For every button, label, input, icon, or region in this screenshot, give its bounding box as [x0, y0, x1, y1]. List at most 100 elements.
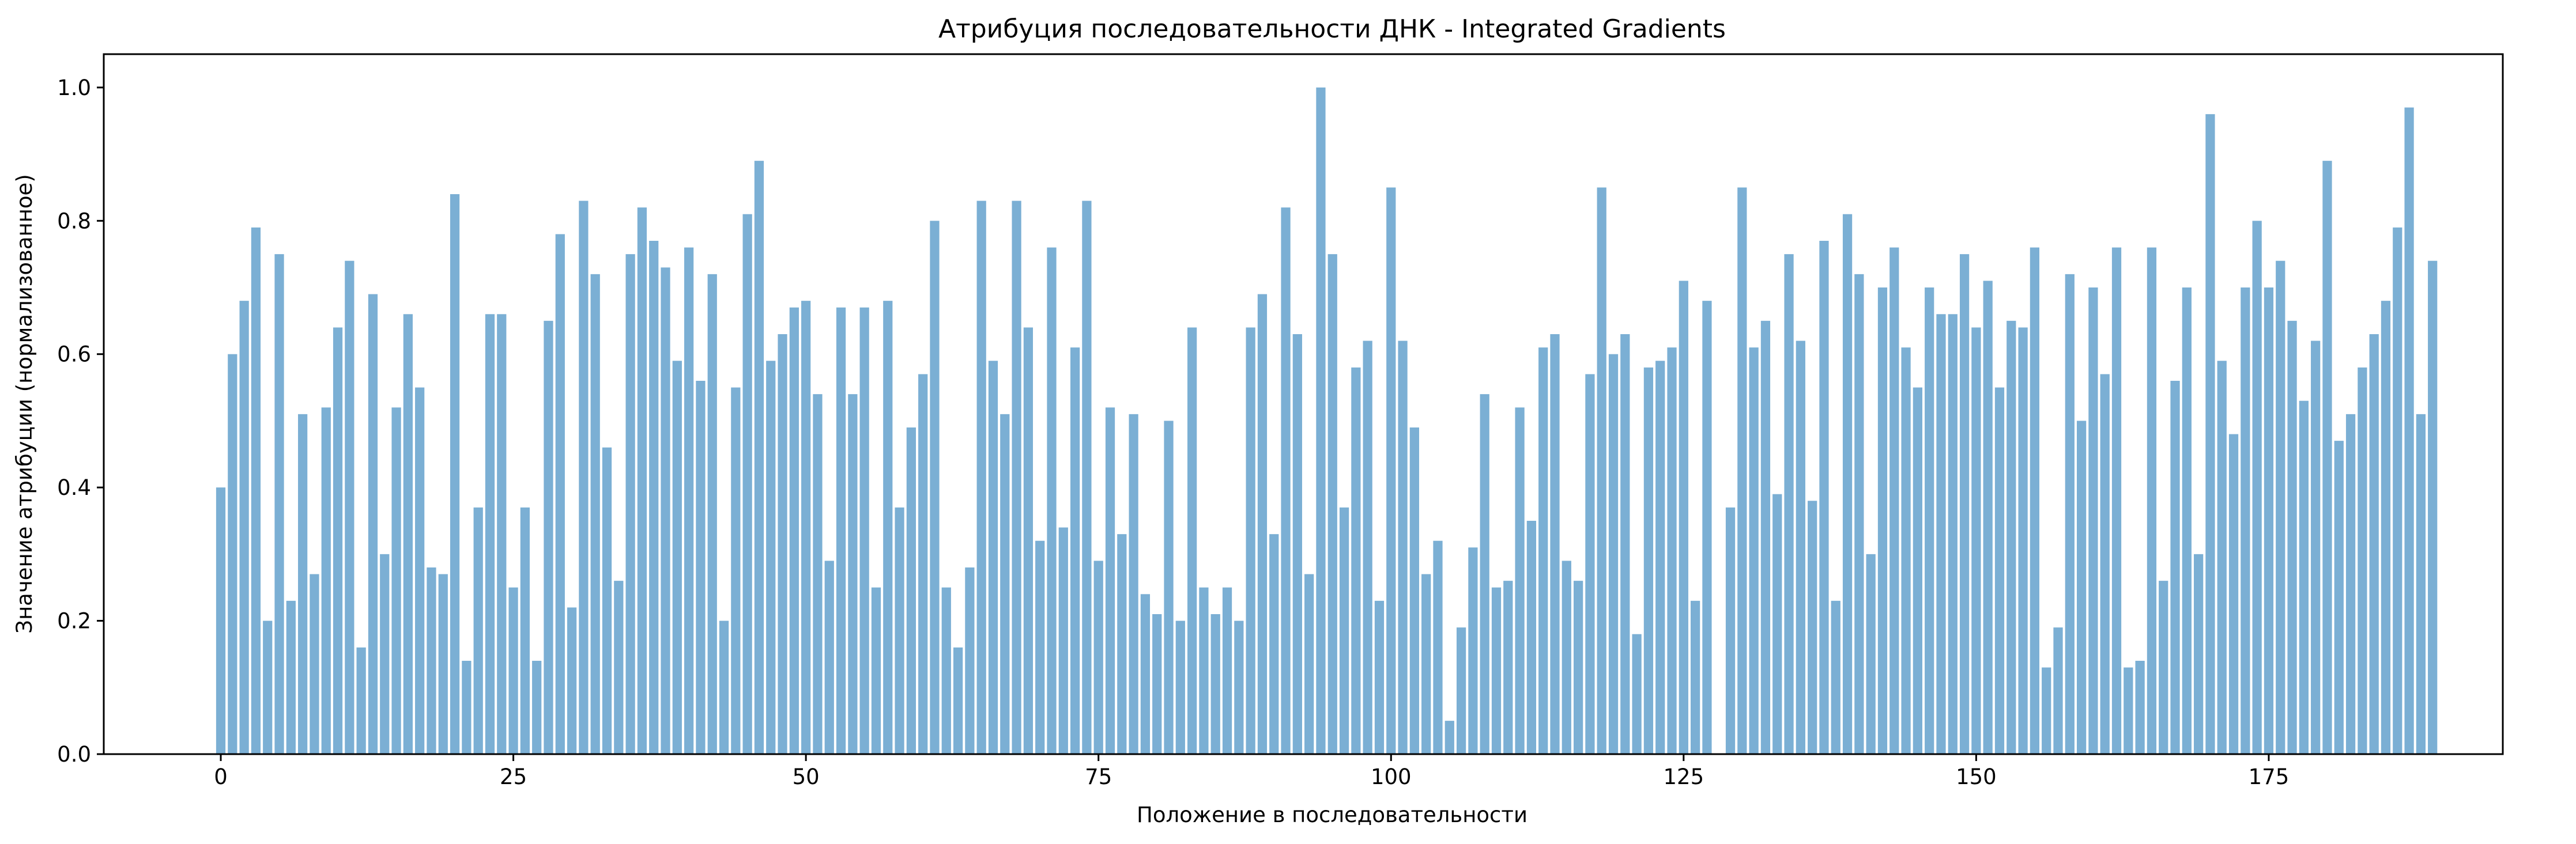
bar-188: [2416, 414, 2426, 754]
bar-157: [2053, 627, 2063, 754]
bar-51: [813, 394, 823, 754]
bar-84: [1199, 587, 1209, 754]
bar-100: [1386, 187, 1396, 754]
bar-101: [1398, 340, 1408, 754]
bar-149: [1959, 254, 1970, 754]
bars-group: [216, 87, 2438, 755]
bar-135: [1796, 340, 1805, 754]
bar-24: [497, 314, 507, 754]
bar-0: [216, 487, 226, 754]
bar-36: [637, 207, 647, 754]
bar-134: [1784, 254, 1794, 754]
bar-15: [391, 407, 401, 754]
bar-109: [1491, 587, 1502, 754]
bar-145: [1913, 387, 1922, 754]
bar-106: [1456, 627, 1466, 754]
bar-141: [1866, 554, 1876, 754]
plot-frame: [103, 53, 2504, 755]
bar-150: [1971, 327, 1981, 754]
bar-161: [2100, 374, 2110, 754]
bar-50: [801, 301, 811, 754]
x-tick-label: 125: [1664, 764, 1704, 789]
bar-11: [345, 260, 354, 755]
bar-42: [707, 274, 717, 754]
bar-45: [742, 214, 752, 755]
y-tick-label: 0.6: [57, 342, 91, 367]
bar-172: [2228, 434, 2239, 754]
bar-35: [625, 254, 635, 754]
chart-title: Атрибуция последовательности ДНК - Integ…: [938, 14, 1726, 44]
bar-185: [2381, 301, 2391, 754]
bar-153: [2007, 320, 2016, 754]
bar-152: [1994, 387, 2005, 754]
y-tick-label: 0.0: [57, 742, 91, 767]
bar-72: [1058, 527, 1068, 754]
bar-73: [1070, 347, 1080, 754]
bar-23: [485, 314, 495, 754]
bar-19: [438, 574, 448, 754]
bar-155: [2030, 247, 2040, 754]
x-tick-label: 0: [214, 764, 228, 789]
bar-162: [2111, 247, 2122, 754]
bar-116: [1573, 581, 1583, 754]
bar-148: [1948, 314, 1958, 754]
bar-167: [2170, 381, 2180, 754]
bar-56: [871, 587, 881, 754]
bar-120: [1620, 334, 1630, 754]
bar-43: [719, 620, 729, 754]
bar-111: [1515, 407, 1525, 754]
bar-112: [1526, 521, 1537, 754]
bar-147: [1936, 314, 1946, 754]
bar-92: [1292, 334, 1302, 754]
x-tick-label: 150: [1956, 764, 1997, 789]
bar-8: [310, 574, 319, 754]
bar-71: [1047, 247, 1057, 754]
bar-78: [1129, 414, 1138, 754]
bar-142: [1877, 287, 1888, 754]
bar-6: [286, 600, 296, 754]
bar-63: [953, 647, 963, 754]
x-tick-label: 100: [1371, 764, 1412, 789]
bar-108: [1480, 394, 1489, 754]
bar-13: [368, 294, 378, 754]
bar-2: [239, 301, 249, 754]
bar-127: [1702, 301, 1712, 754]
bar-158: [2065, 274, 2075, 754]
bar-115: [1562, 561, 1571, 754]
bar-160: [2088, 287, 2098, 754]
bar-140: [1854, 274, 1864, 754]
bar-20: [450, 194, 460, 754]
bar-176: [2276, 260, 2285, 755]
bar-173: [2241, 287, 2250, 754]
bar-97: [1351, 367, 1361, 754]
bar-88: [1246, 327, 1255, 754]
bar-27: [532, 661, 542, 754]
bar-171: [2217, 361, 2227, 754]
bar-57: [883, 301, 893, 754]
y-tick-label: 0.8: [57, 209, 91, 233]
bar-178: [2299, 400, 2309, 754]
bar-125: [1679, 281, 1688, 754]
bar-86: [1222, 587, 1232, 754]
y-tick-label: 1.0: [57, 75, 91, 100]
bar-18: [427, 567, 436, 754]
bar-159: [2076, 421, 2087, 754]
bar-1: [228, 354, 237, 754]
bar-91: [1281, 207, 1291, 754]
bar-107: [1468, 547, 1478, 754]
bar-146: [1925, 287, 1934, 754]
bar-65: [976, 200, 986, 754]
bar-48: [778, 334, 787, 754]
bar-123: [1655, 361, 1665, 754]
bar-49: [789, 307, 799, 754]
bar-117: [1585, 374, 1595, 754]
bar-184: [2369, 334, 2379, 754]
bar-144: [1901, 347, 1911, 754]
bar-183: [2358, 367, 2367, 754]
bar-5: [274, 254, 284, 754]
bar-164: [2135, 661, 2145, 754]
bar-93: [1304, 574, 1314, 754]
bar-139: [1842, 214, 1853, 755]
bar-53: [836, 307, 846, 754]
bar-40: [684, 247, 694, 754]
